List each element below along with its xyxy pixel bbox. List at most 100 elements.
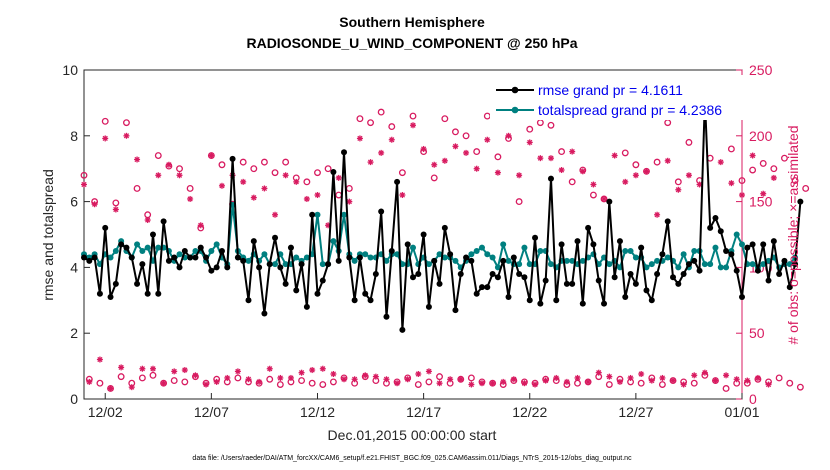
rmse-point — [240, 257, 247, 264]
rmse-point — [394, 178, 401, 185]
obs-possible-point — [282, 158, 290, 166]
obs-assimilated-point — [505, 132, 512, 139]
obs-assimilated-point — [489, 380, 496, 387]
obs-assimilated-point — [739, 192, 745, 199]
obs-assimilated-point — [574, 374, 581, 381]
obs-possible-point — [605, 381, 613, 388]
obs-possible-point — [101, 117, 109, 125]
totalspread-point — [563, 257, 570, 264]
rmse-point — [287, 244, 294, 251]
obs-assimilated-point — [654, 211, 661, 218]
rmse-point — [436, 280, 443, 287]
x-tick-label: 12/07 — [194, 404, 229, 420]
totalspread-point — [107, 254, 114, 261]
rmse-point — [203, 254, 210, 261]
obs-assimilated-point — [330, 370, 337, 377]
obs-possible-point — [181, 378, 189, 386]
obs-assimilated-point — [378, 149, 385, 156]
totalspread-point — [245, 257, 252, 264]
obs-possible-point — [664, 119, 672, 127]
rmse-point — [563, 280, 570, 287]
obs-possible-point — [176, 165, 183, 173]
totalspread-point — [654, 257, 661, 264]
obs-possible-point — [239, 158, 247, 166]
obs-assimilated-point — [287, 374, 294, 381]
rmse-point — [717, 228, 724, 235]
rmse-point — [415, 270, 422, 277]
totalspread-point — [717, 264, 724, 271]
totalspread-point — [394, 251, 401, 258]
obs-possible-point — [568, 178, 576, 186]
obs-possible-point — [234, 374, 242, 382]
obs-assimilated-point — [632, 172, 639, 179]
rmse-point — [500, 257, 507, 264]
obs-assimilated-point — [526, 139, 533, 146]
obs-assimilated-point — [563, 378, 570, 385]
obs-assimilated-point — [723, 372, 730, 379]
rmse-point — [410, 274, 416, 281]
obs-assimilated-point — [590, 181, 597, 188]
y-tick-label: 8 — [70, 128, 78, 144]
rmse-point — [367, 297, 374, 304]
totalspread-point — [749, 261, 756, 268]
obs-assimilated-point — [664, 157, 671, 164]
rmse-point — [293, 287, 300, 294]
obs-assimilated-point — [431, 161, 438, 168]
rmse-point — [754, 267, 761, 274]
x-tick-label: 01/01 — [724, 404, 759, 420]
obs-possible-point — [319, 381, 327, 388]
rmse-point — [728, 251, 735, 258]
rmse-point — [261, 310, 268, 317]
rmse-point — [309, 211, 316, 218]
obs-assimilated-point — [494, 169, 501, 176]
obs-assimilated-point — [760, 190, 767, 197]
totalspread-point — [452, 257, 459, 264]
totalspread-point — [478, 244, 485, 251]
rmse-point — [770, 238, 777, 245]
legend: rmse grand pr = 4.1611 totalspread grand… — [490, 75, 747, 120]
rmse-point — [181, 247, 188, 254]
obs-assimilated-point — [107, 385, 114, 392]
obs-possible-point — [266, 375, 274, 383]
x-tick-label: 12/27 — [618, 404, 653, 420]
axes-frame — [83, 69, 743, 400]
obs-possible-point — [367, 119, 374, 127]
rmse-point — [558, 241, 565, 248]
rmse-point — [425, 303, 432, 310]
obs-assimilated-point — [680, 381, 687, 388]
obs-assimilated-point — [261, 185, 268, 192]
rmse-point — [356, 254, 363, 261]
rmse-point — [441, 224, 448, 231]
obs-assimilated-point — [351, 376, 358, 383]
obs-assimilated-point — [516, 172, 523, 179]
rmse-point — [457, 270, 464, 277]
rmse-point — [648, 297, 655, 304]
obs-assimilated-point — [717, 159, 724, 166]
x-tick-label: 12/22 — [512, 404, 547, 420]
totalspread-point — [547, 261, 554, 268]
totalspread-point — [643, 264, 650, 271]
totalspread-point — [675, 264, 682, 271]
obs-possible-point — [133, 184, 141, 192]
totalspread-point — [526, 261, 533, 268]
obs-assimilated-point — [447, 376, 454, 383]
totalspread-point — [632, 254, 639, 261]
rmse-point — [165, 257, 172, 264]
totalspread-point — [351, 257, 358, 264]
obs-assimilated-point — [478, 380, 485, 387]
rmse-point — [341, 149, 348, 156]
obs-assimilated-point — [553, 374, 560, 381]
rmse-point — [298, 261, 305, 268]
totalspread-point — [622, 247, 629, 254]
totalspread-point — [701, 261, 708, 268]
obs-assimilated-point — [643, 168, 650, 175]
obs-possible-point — [674, 178, 682, 186]
obs-possible-point — [425, 378, 433, 386]
obs-assimilated-point — [675, 186, 682, 193]
rmse-point — [696, 267, 703, 274]
totalspread-point — [261, 251, 268, 258]
rmse-point — [272, 234, 279, 241]
obs-assimilated-point — [250, 194, 257, 201]
obs-assimilated-point — [112, 206, 119, 213]
totalspread-point — [569, 257, 576, 264]
